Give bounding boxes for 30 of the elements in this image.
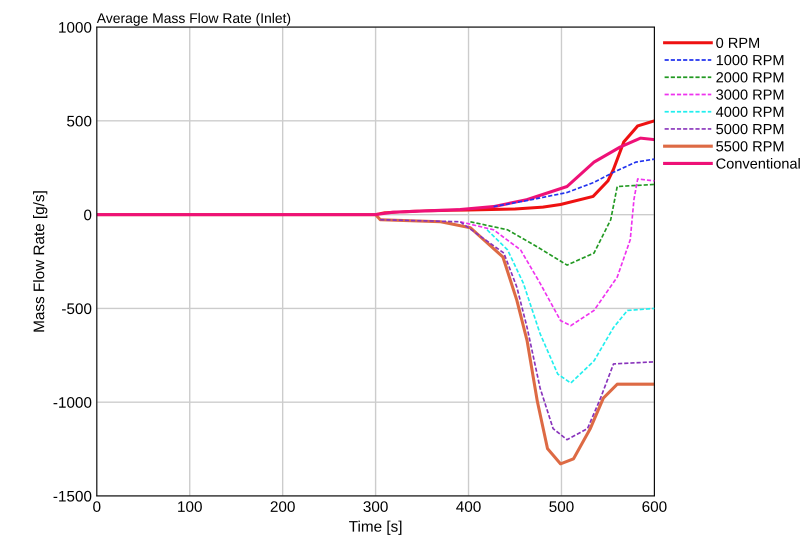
x-tick-label: 0 <box>93 501 100 512</box>
legend-label: 1000 RPM <box>716 54 784 66</box>
chart-title: Average Mass Flow Rate (Inlet) <box>96 12 290 26</box>
legend-label: 4000 RPM <box>716 106 784 117</box>
x-axis-title: Time [s] <box>349 520 402 535</box>
legend-label: 2000 RPM <box>716 72 784 82</box>
x-tick-label: 200 <box>270 501 295 512</box>
x-tick-label: 600 <box>642 501 667 512</box>
y-tick-label: 0 <box>84 210 92 220</box>
y-tick-label: -1500 <box>54 490 92 502</box>
line-series <box>96 136 654 216</box>
line-series <box>379 218 654 441</box>
y-axis-title: Mass Flow Rate [g/s] <box>33 191 48 332</box>
legend-label: 0 RPM <box>716 38 760 48</box>
legend-label: 5500 RPM <box>716 141 784 152</box>
line-series <box>459 178 654 326</box>
x-tick-label: 400 <box>456 501 481 512</box>
line-series <box>470 184 654 266</box>
legend-label: Conventional <box>716 158 800 169</box>
y-tick-label: -500 <box>62 303 92 314</box>
x-tick-label: 500 <box>549 501 574 512</box>
y-tick-label: -1000 <box>54 397 92 408</box>
x-tick-label: 100 <box>178 501 202 512</box>
y-tick-label: 1000 <box>59 22 92 33</box>
y-tick-label: 500 <box>67 116 92 127</box>
line-series <box>492 158 654 208</box>
legend-label: 5000 RPM <box>716 124 784 134</box>
line-series <box>486 228 654 384</box>
legend-label: 3000 RPM <box>716 89 784 100</box>
x-tick-label: 300 <box>363 501 388 512</box>
